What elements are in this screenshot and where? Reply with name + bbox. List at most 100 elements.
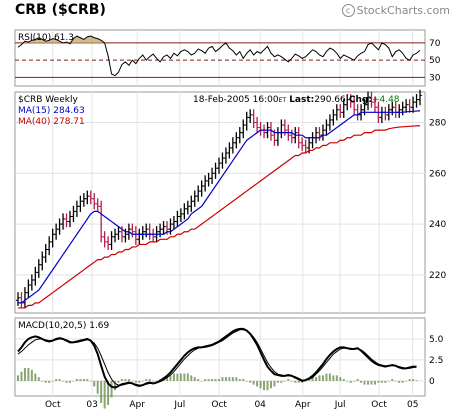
macd-histogram-bar [37,377,40,381]
chg-value: +4.48 [372,95,400,105]
price-bar [151,228,156,243]
macd-histogram-bar [363,380,366,385]
price-bar [210,167,215,184]
price-bar [331,109,336,126]
macd-histogram-bar [370,380,373,385]
macd-histogram-bar [266,380,269,391]
price-bar [223,147,228,164]
price-bar [404,99,409,113]
x-tick-label: Apr [129,400,145,410]
macd-histogram-bar [335,375,338,381]
macd-histogram-bar [68,380,71,383]
macd-histogram-bar [141,380,144,382]
macd-y-tick: 0 [429,377,435,387]
macd-histogram-bar [252,380,255,385]
price-bar [57,218,62,235]
macd-histogram-bar [23,367,26,381]
price-bar [418,89,422,106]
macd-histogram-bar [179,373,182,381]
macd-histogram-bar [311,377,314,381]
macd-histogram-bar [294,380,297,383]
macd-histogram-bar [221,377,224,381]
macd-histogram-bar [100,380,103,404]
macd-histogram-bar [238,379,241,381]
price-bar [355,104,360,121]
price-bar [106,236,111,251]
price-bar [85,190,90,205]
macd-histogram-bar [304,380,307,382]
price-bar [78,195,83,212]
price-bar [300,137,305,151]
price-bar [324,119,329,136]
macd-histogram-bar [51,380,54,382]
ma-line [18,125,421,309]
macd-histogram-bar [89,380,92,382]
macd-histogram-bar [218,379,220,381]
macd-histogram-bar [398,380,401,383]
macd-histogram-bar [41,380,44,382]
macd-label: MACD(10,20,5) 1.69 [18,321,110,331]
macd-histogram-bar [380,380,383,383]
macd-histogram-bar [200,380,203,382]
credit-text: StockCharts.com [356,4,450,17]
macd-histogram-bar [197,379,200,381]
price-bar [71,205,76,223]
price-bar [182,203,187,220]
macd-histogram-bar [245,380,248,382]
macd-histogram-bar [249,380,252,383]
price-bar [196,185,201,202]
macd-histogram-bar [342,379,345,381]
price-bar [203,175,208,192]
macd-histogram-bar [325,373,328,381]
macd-histogram-bar [127,379,130,381]
macd-histogram-bar [235,377,238,381]
price-bar [50,228,55,248]
price-bar [320,124,325,141]
macd-histogram-bar [55,379,58,381]
price-bar [248,109,253,123]
macd-histogram-bar [134,380,137,383]
x-tick-label: Oct [211,400,227,410]
macd-histogram-bar [269,380,272,389]
price-bar [67,210,72,228]
price-bar [334,104,339,121]
macd-histogram-bar [405,380,408,382]
price-bar [275,127,280,146]
macd-histogram-bar [273,380,276,387]
macd-histogram-bar [62,380,65,382]
price-bar [158,223,163,238]
last-label: Last: [286,95,314,105]
macd-histogram-bar [353,380,356,382]
price-bar [140,226,145,240]
macd-histogram-bar [211,379,214,381]
macd-histogram-bar [20,371,23,381]
macd-histogram-bar [391,379,394,381]
macd-y-tick: 5.0 [429,335,444,345]
x-tick-label: Apr [295,400,311,410]
price-bar [199,180,204,197]
date-timezone: ET [279,97,287,104]
macd-histogram-bar [124,379,127,381]
macd-histogram-bar [360,380,363,383]
macd-histogram-bar [114,380,117,391]
macd-histogram-bar [72,380,75,382]
macd-histogram-bar [207,379,210,381]
price-bar [99,200,104,243]
price-bar [234,132,239,149]
price-bar [95,198,100,212]
rsi-y-tick: 70 [429,39,441,49]
price-bar [109,231,114,251]
price-bar [61,213,66,230]
macd-histogram-bar [318,375,321,381]
macd-histogram-bar [214,379,217,381]
macd-histogram-bar [412,379,415,381]
price-y-tick: 240 [429,220,446,230]
price-bar [255,116,260,134]
stockcharts-credit[interactable]: c StockCharts.com [341,4,450,17]
macd-histogram-bar [186,373,189,381]
price-bar [137,228,142,245]
price-bar [227,142,232,159]
legend-crb-weekly: $CRB Weekly [18,95,78,105]
price-bar [206,172,211,187]
